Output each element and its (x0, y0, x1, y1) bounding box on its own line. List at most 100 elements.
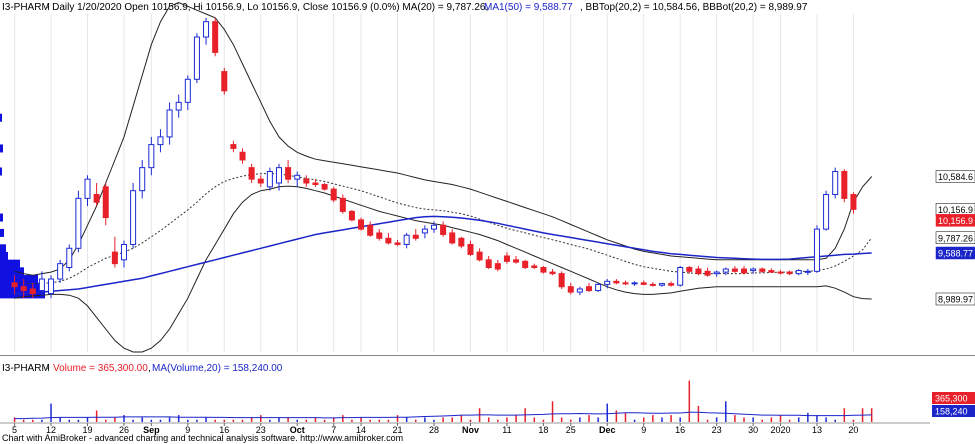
volume-label: 158,240 (935, 407, 968, 417)
price-label-box (935, 170, 975, 183)
candle-body (540, 267, 547, 273)
candle-body (102, 186, 109, 219)
candle-body (503, 255, 510, 262)
volume-profile-bar (0, 251, 8, 260)
volume-label-box (932, 392, 975, 404)
candle-body (38, 278, 45, 292)
x-tick-label: 25 (566, 425, 576, 435)
candle-body (586, 286, 593, 292)
candle-body (841, 170, 848, 199)
candle-body (111, 251, 118, 265)
candle-body (494, 263, 501, 270)
candle-body (449, 232, 456, 244)
price-header-bb: , BBTop(20,2) = 10,584.56, BBBot(20,2) =… (580, 2, 808, 13)
candle-body (823, 194, 830, 230)
x-tick-label: 26 (119, 425, 129, 435)
x-tick-label: 16 (219, 425, 229, 435)
price-label-box (935, 231, 975, 245)
price-label-box (935, 214, 975, 227)
candle-body (476, 251, 483, 261)
candle-body (704, 270, 711, 276)
price-label-box (935, 246, 975, 260)
candle-body (686, 267, 693, 272)
candle-body (385, 237, 392, 244)
candle-body (412, 234, 419, 239)
volume-ma-line (14, 411, 872, 420)
candle-body (20, 286, 27, 292)
x-tick-label: 20 (848, 425, 858, 435)
candle-body (367, 224, 374, 236)
candle-body (257, 178, 264, 184)
candle-body (339, 197, 346, 212)
volume-header-vol: Volume = 365,300.00 (53, 363, 148, 374)
candle-body (759, 268, 766, 272)
candle-body (130, 190, 137, 245)
x-tick-label: 19 (82, 425, 92, 435)
candle-body (567, 286, 574, 293)
x-tick-label: Dec (599, 425, 616, 435)
candle-body (467, 243, 474, 255)
candle-body (321, 184, 328, 190)
candle-body (376, 232, 383, 239)
candle-body (120, 243, 127, 261)
candle-body (394, 242, 401, 245)
candle-body (48, 278, 55, 295)
candle-body (741, 268, 748, 274)
candle-body (558, 273, 565, 288)
candle-body (731, 268, 738, 272)
candle-body (850, 194, 857, 210)
volume-header-sep: , (148, 363, 151, 374)
candle-body (613, 280, 620, 284)
x-tick-label: 12 (46, 425, 56, 435)
x-tick-label: 14 (356, 425, 366, 435)
candle-body (239, 151, 246, 161)
candle-body (604, 280, 611, 285)
candle-body (458, 237, 465, 247)
candle-body (713, 271, 720, 275)
candle-body (157, 136, 164, 146)
candle-body (522, 260, 529, 269)
volume-label-box (932, 405, 975, 417)
candle-body (148, 144, 155, 169)
price-label: 10,156.9 (938, 216, 973, 226)
candle-body (212, 21, 219, 53)
x-tick-label: 5 (12, 425, 17, 435)
price-label: 9,588.77 (938, 248, 973, 258)
candle-body (649, 283, 656, 286)
candle-body (266, 170, 273, 188)
price-label: 8,989.97 (938, 294, 973, 304)
x-tick-label: 9 (641, 425, 646, 435)
candle-body (275, 167, 282, 184)
price-header-summary: - Daily 1/20/2020 Open 10156.9, Hi 10156… (46, 2, 488, 13)
price-header-ticker: I3-PHARM (2, 2, 50, 13)
candle-body (485, 259, 492, 268)
candle-body (832, 170, 839, 196)
candle-body (193, 36, 200, 80)
volume-profile-bar (0, 267, 24, 276)
x-tick-label: Nov (462, 425, 479, 435)
volume-profile-bar (0, 167, 2, 176)
x-tick-label: 13 (812, 425, 822, 435)
volume-pane (13, 380, 873, 422)
ma20-line (14, 172, 873, 285)
x-tick-label: 2020 (770, 425, 790, 435)
x-tick-label: 18 (538, 425, 548, 435)
candle-body (513, 259, 520, 263)
volume-profile-bar (0, 228, 4, 237)
candle-body (184, 78, 191, 103)
candle-body (285, 167, 292, 180)
ma50-line (14, 215, 872, 296)
candle-body (312, 182, 319, 186)
x-tick-label: 23 (256, 425, 266, 435)
candle-body (631, 282, 638, 285)
candle-body (786, 271, 793, 275)
volume-profile-bar (0, 275, 38, 284)
price-label: 9,787.26 (938, 233, 973, 243)
footer-credit: Chart with AmiBroker - advanced charting… (2, 433, 403, 443)
price-label-box (935, 292, 975, 306)
candle-body (330, 188, 337, 201)
candle-body (622, 282, 629, 285)
volume-profile-bar (0, 259, 20, 268)
volume-label: 365,300 (935, 394, 968, 404)
